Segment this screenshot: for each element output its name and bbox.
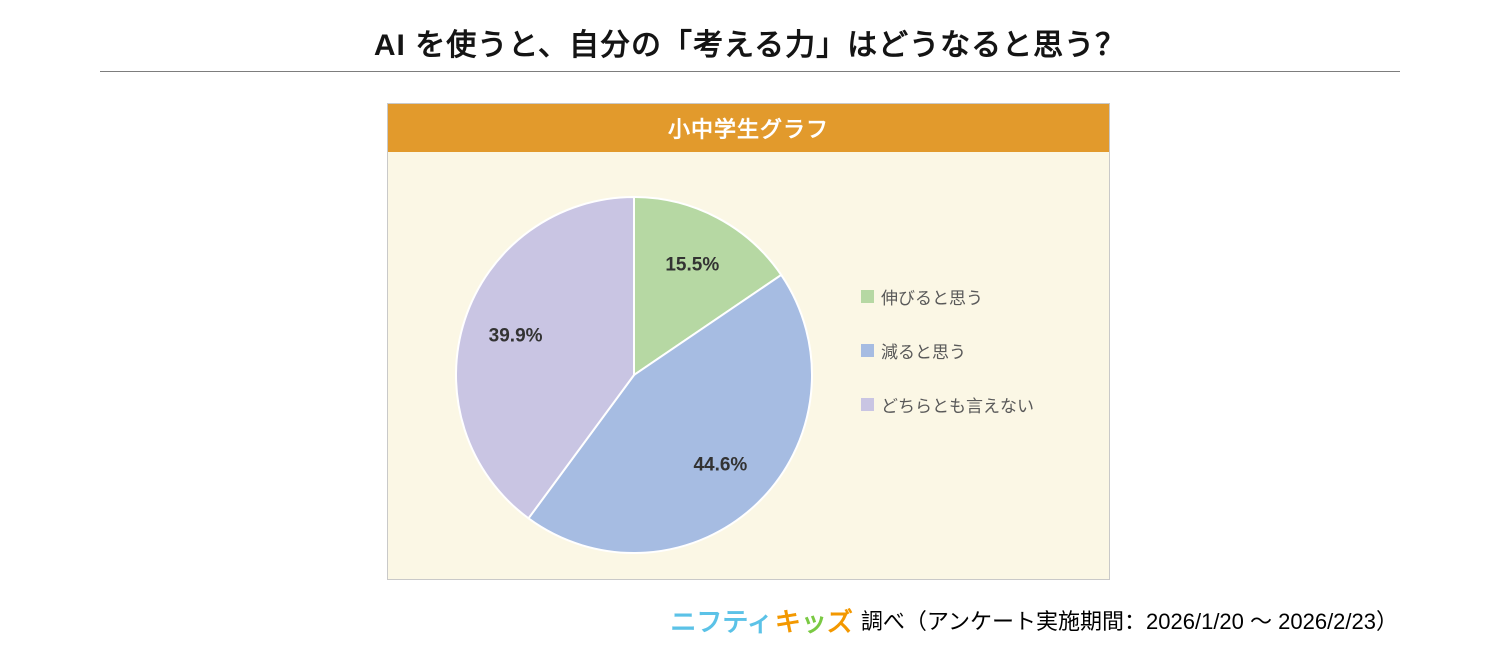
kids-logo-char: キ	[774, 606, 801, 637]
kids-logo-text: キッズ	[775, 602, 853, 639]
panel-header: 小中学生グラフ	[388, 104, 1109, 152]
legend-swatch	[861, 397, 874, 411]
survey-note: 調べ（アンケート実施期間：2026/1/20 ～ 2026/2/23）	[860, 609, 1398, 634]
panel-body: 15.5% 44.6% 39.9% 伸びると思う 減ると思うどちらとも言えない	[388, 152, 1109, 579]
page-title: AI を使うと、自分の「考える力」はどうなると思う？	[373, 29, 1127, 62]
chart-legend: 伸びると思う 減ると思うどちらとも言えない	[861, 269, 1034, 431]
kids-logo-char: ズ	[826, 606, 853, 637]
footer: ニフティ キッズ 調べ（アンケート実施期間：2026/1/20 ～ 2026/2…	[670, 600, 1398, 640]
kids-logo-char: ッ	[800, 606, 827, 637]
pie-value-label: 15.5%	[665, 254, 719, 275]
legend-label: 減ると思う	[881, 342, 966, 362]
pie-chart: 15.5% 44.6% 39.9%	[455, 196, 813, 554]
pie-slice-2	[527, 273, 813, 554]
pie-slice-1	[633, 196, 783, 376]
pie-value-label: 44.6%	[693, 454, 747, 475]
legend-item: どちらとも言えない	[861, 377, 1034, 431]
title-divider	[100, 71, 1400, 72]
chart-panel: 小中学生グラフ 15.5% 44.6% 39.9% 伸びると思う 減ると思うどちらとも…	[387, 103, 1110, 580]
pie-slice-3	[455, 196, 635, 520]
legend-swatch	[861, 343, 874, 357]
legend-label: 伸びると思う	[881, 288, 983, 308]
legend-item: 伸びると思う	[861, 269, 1034, 323]
legend-label: どちらとも言えない	[881, 396, 1034, 416]
legend-swatch	[861, 289, 874, 303]
pie-value-label: 39.9%	[489, 326, 543, 347]
legend-item: 減ると思う	[861, 323, 1034, 377]
nifty-logo-text: ニフティ	[670, 606, 773, 637]
